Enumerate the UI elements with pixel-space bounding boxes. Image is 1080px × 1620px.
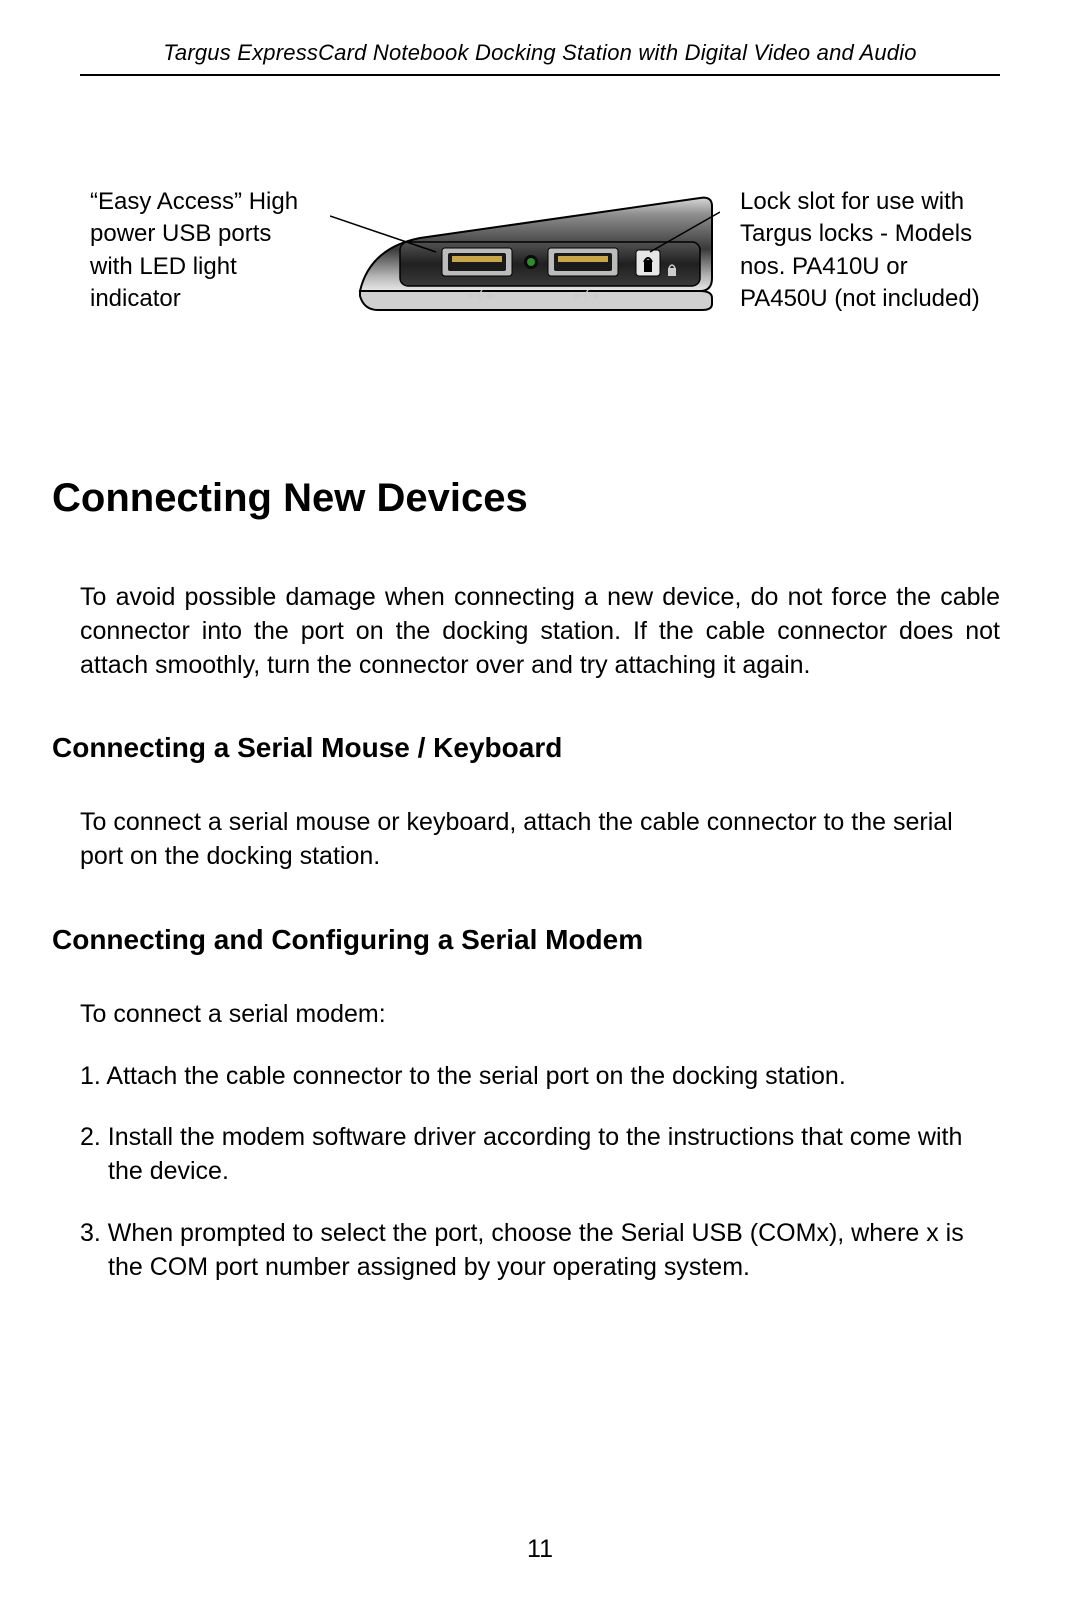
heading-serial-mouse-keyboard: Connecting a Serial Mouse / Keyboard [52, 732, 1000, 764]
leader-left [330, 216, 436, 252]
manual-page: Targus ExpressCard Notebook Docking Stat… [0, 0, 1080, 1620]
step-2: 2. Install the modem software driver acc… [80, 1121, 1000, 1189]
led-indicator [527, 258, 535, 266]
running-header: Targus ExpressCard Notebook Docking Stat… [80, 40, 1000, 66]
callout-right: Lock slot for use with Targus locks - Mo… [740, 186, 990, 316]
serial-mouse-paragraph: To connect a serial mouse or keyboard, a… [80, 806, 1000, 874]
step-3: 3. When prompted to select the port, cho… [80, 1217, 1000, 1285]
device-illustration [330, 186, 720, 326]
step-1: 1. Attach the cable connector to the ser… [80, 1060, 1000, 1094]
device-svg [330, 186, 720, 346]
usb-port-2 [548, 248, 618, 276]
device-base [360, 291, 712, 310]
callout-left: “Easy Access” High power USB ports with … [90, 186, 310, 316]
serial-modem-intro: To connect a serial modem: [80, 998, 1000, 1032]
heading-connecting-new-devices: Connecting New Devices [52, 476, 1000, 521]
page-number: 11 [0, 1535, 1080, 1564]
header-rule [80, 74, 1000, 76]
intro-paragraph: To avoid possible damage when connecting… [80, 581, 1000, 682]
usb-port-1 [442, 248, 512, 276]
heading-serial-modem: Connecting and Configuring a Serial Mode… [52, 924, 1000, 956]
lock-slot [636, 250, 660, 276]
diagram-row: “Easy Access” High power USB ports with … [80, 186, 1000, 326]
modem-steps: 1. Attach the cable connector to the ser… [80, 1060, 1000, 1285]
